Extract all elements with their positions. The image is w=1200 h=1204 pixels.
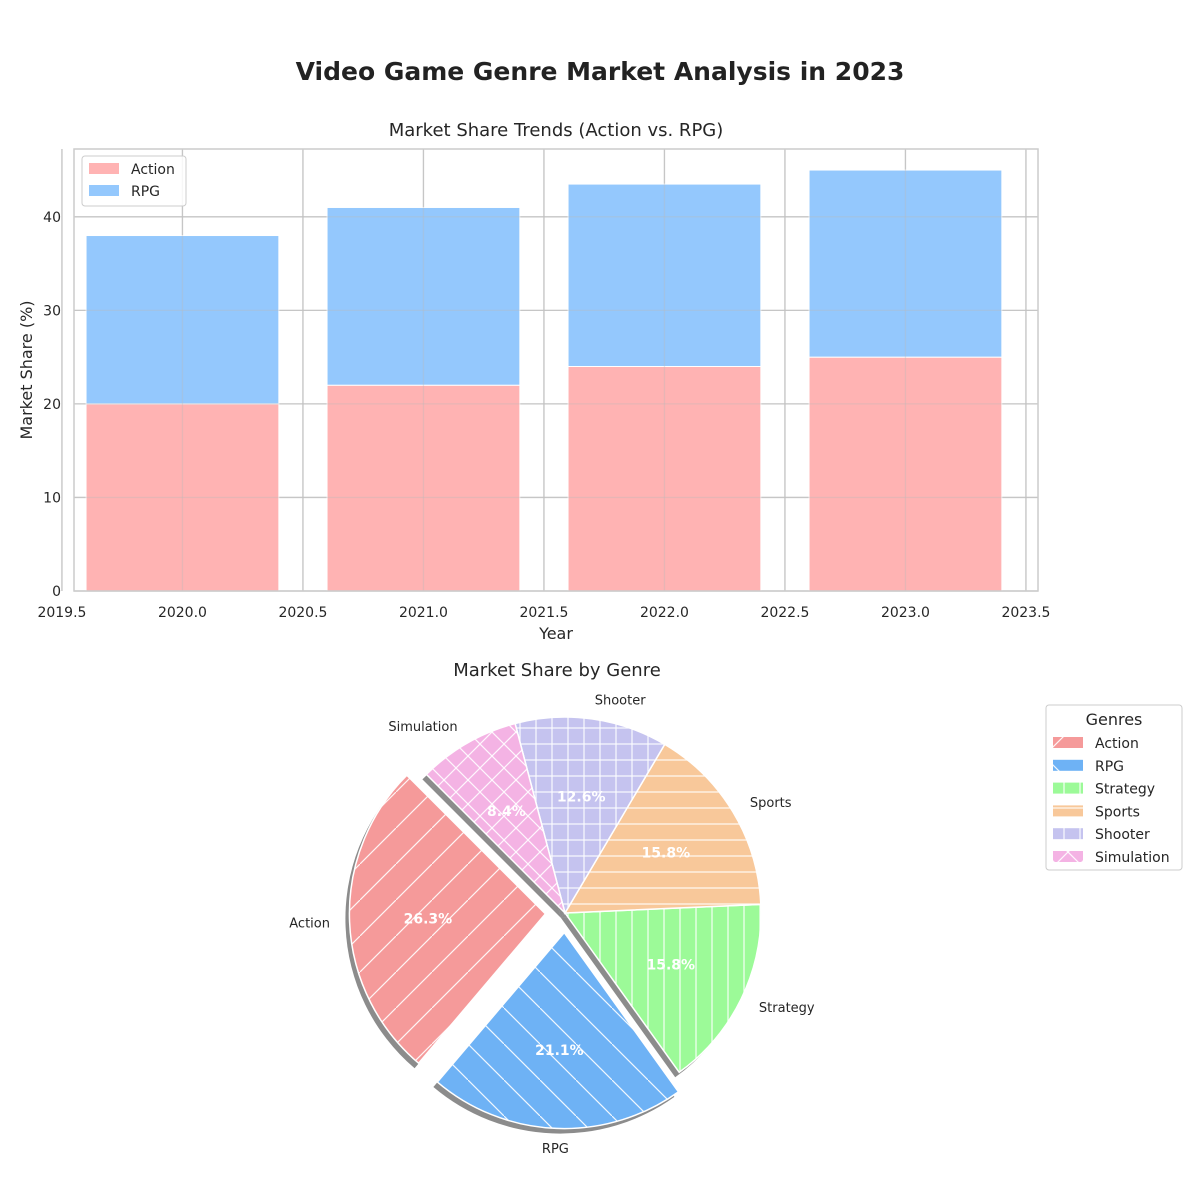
legend-swatch-rpg: [1053, 759, 1083, 771]
wedge-percent-rpg: 21.1%: [535, 1043, 584, 1059]
legend-swatch-rpg: [89, 185, 119, 196]
y-axis-label: Market Share (%): [17, 300, 36, 439]
legend-swatch-action: [1053, 737, 1083, 748]
x-tick-label: 2021.5: [519, 605, 568, 621]
wedge-label-sports: Sports: [750, 796, 792, 811]
x-tick-label: 2022.5: [760, 605, 809, 621]
pie-legend: Genres Action RPG Strategy Sports Shooter Simu…: [1045, 704, 1183, 871]
legend-swatch-strategy: [1053, 782, 1083, 794]
wedge-strategy: [563, 903, 762, 1074]
legend-label-rpg: RPG: [131, 184, 160, 200]
figure-suptitle: Video Game Genre Market Analysis in 2023: [296, 57, 905, 86]
x-tick-label: 2022.0: [640, 605, 689, 621]
y-tick-label: 20: [43, 397, 61, 413]
legend-label-strategy: Strategy: [1095, 782, 1155, 798]
wedge-simulation: [425, 722, 567, 916]
bar-legend: Action RPG: [81, 155, 187, 207]
bar-action: [808, 356, 1003, 592]
bar-rpg: [85, 235, 280, 405]
legend-label-action: Action: [1095, 736, 1139, 752]
bar-rpg: [567, 183, 762, 367]
x-tick-label: 2023.5: [1001, 605, 1050, 621]
wedge-action: [348, 774, 547, 1065]
x-tick-label: 2019.5: [37, 605, 86, 621]
y-tick-label: 30: [43, 303, 61, 319]
legend-title: Genres: [1086, 710, 1143, 729]
wedge-percent-strategy: 15.8%: [646, 957, 695, 973]
wedge-percent-simulation: 8.4%: [487, 804, 526, 820]
wedge-label-rpg: RPG: [542, 1142, 569, 1157]
bar-action: [567, 365, 762, 592]
wedge-label-shooter: Shooter: [595, 693, 646, 708]
legend-label-action: Action: [131, 162, 175, 178]
wedge-label-simulation: Simulation: [388, 720, 457, 735]
bar-action: [85, 403, 280, 592]
legend-label-simulation: Simulation: [1095, 850, 1170, 866]
y-tick-label: 10: [43, 490, 61, 506]
x-tick-label: 2020.0: [158, 605, 207, 621]
legend-swatch-sports: [1053, 805, 1083, 817]
x-tick-label: 2023.0: [881, 605, 930, 621]
wedge-sports: [563, 743, 762, 914]
x-tick-label: 2020.5: [278, 605, 327, 621]
bar-rpg: [808, 169, 1003, 358]
y-tick-label: 40: [43, 210, 61, 226]
legend-label-shooter: Shooter: [1095, 827, 1150, 843]
legend-swatch-simulation: [1053, 851, 1083, 862]
wedge-percent-shooter: 12.6%: [557, 790, 606, 806]
pie-chart-title: Market Share by Genre: [453, 660, 661, 681]
y-tick-label: 0: [52, 584, 61, 600]
stacked-bar-chart: Market Share Trends (Action vs. RPG) 2019…: [17, 120, 1050, 643]
legend-swatch-shooter: [1053, 828, 1083, 840]
legend-swatch-action: [89, 163, 119, 174]
wedge-label-action: Action: [289, 917, 330, 932]
legend-label-rpg: RPG: [1095, 759, 1124, 775]
wedge-percent-sports: 15.8%: [642, 846, 691, 862]
wedge-percent-action: 26.3%: [404, 912, 453, 928]
x-axis-label: Year: [538, 624, 573, 643]
bar-chart-title: Market Share Trends (Action vs. RPG): [389, 120, 724, 141]
x-tick-label: 2021.0: [399, 605, 448, 621]
bar-action: [326, 384, 521, 592]
bar-rpg: [326, 206, 521, 386]
wedge-rpg: [436, 931, 680, 1130]
plot-frame: [73, 148, 1039, 592]
wedge-label-strategy: Strategy: [759, 1001, 815, 1016]
pie-chart: Market Share by Genre Action 26.3% RPG 21.1%…: [289, 660, 1183, 1157]
legend-label-sports: Sports: [1095, 804, 1140, 820]
